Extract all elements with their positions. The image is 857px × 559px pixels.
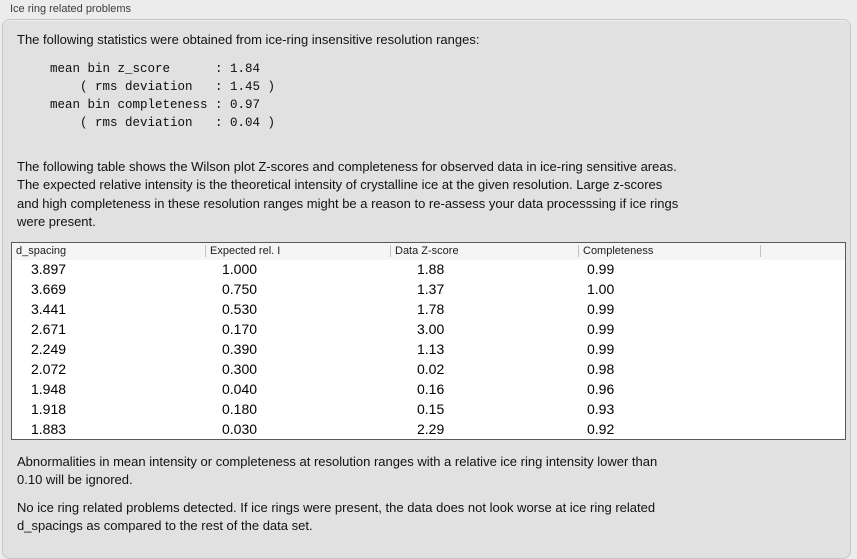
table-description-text: The following table shows the Wilson plo…	[17, 158, 679, 230]
table-cell: 0.180	[222, 400, 258, 417]
table-cell: 3.00	[417, 321, 445, 338]
mean-bin-stats-block: mean bin z_score : 1.84 ( rms deviation …	[50, 61, 276, 130]
table-cell: 0.040	[222, 380, 258, 397]
column-header-completeness[interactable]: Completeness	[578, 245, 760, 257]
table-cell: 0.98	[587, 360, 615, 377]
table-cell: 0.99	[587, 341, 615, 357]
ice-ring-table: d_spacing Expected rel. I Data Z-score C…	[11, 241, 846, 440]
table-row[interactable]: 3.669 0.750 1.37 1.00	[12, 279, 845, 299]
table-cell: 1.88	[417, 261, 445, 278]
ice-ring-panel: The following statistics were obtained f…	[2, 19, 851, 559]
table-cell: 1.918	[31, 400, 67, 417]
table-cell: 0.16	[417, 380, 445, 397]
table-cell: 0.93	[587, 400, 615, 417]
table-row[interactable]: 1.948 0.040 0.16 0.96	[12, 379, 845, 399]
table-cell: 0.99	[587, 321, 615, 338]
table-cell: 0.02	[417, 360, 445, 377]
table-cell: 0.300	[222, 360, 258, 377]
table-row[interactable]: 2.072 0.300 0.02 0.98	[12, 359, 845, 379]
table-cell: 1.00	[587, 281, 615, 298]
table-cell: 2.072	[31, 360, 67, 377]
table-row[interactable]: 3.441 0.530 1.78 0.99	[12, 299, 845, 319]
table-cell: 1.13	[417, 341, 445, 357]
table-cell: 0.92	[587, 420, 615, 437]
table-cell: 0.530	[222, 301, 258, 318]
table-header-row: d_spacing Expected rel. I Data Z-score C…	[12, 242, 845, 260]
table-cell: 1.883	[31, 420, 67, 437]
table-cell: 0.15	[417, 400, 445, 417]
table-cell: 3.669	[31, 281, 67, 298]
table-cell: 2.671	[31, 321, 67, 338]
table-row[interactable]: 1.883 0.030 2.29 0.92	[12, 419, 845, 439]
column-header-d-spacing[interactable]: d_spacing	[16, 245, 67, 257]
column-header-expected-rel-i[interactable]: Expected rel. I	[205, 245, 390, 257]
table-cell: 0.030	[222, 420, 258, 437]
table-row[interactable]: 3.897 1.000 1.88 0.99	[12, 260, 845, 280]
column-header-empty	[760, 245, 845, 257]
table-cell: 1.000	[222, 261, 258, 278]
table-cell: 2.29	[417, 420, 445, 437]
table-cell: 1.37	[417, 281, 445, 298]
table-cell: 0.750	[222, 281, 258, 298]
table-cell: 2.249	[31, 341, 67, 357]
table-cell: 0.170	[222, 321, 258, 338]
table-cell: 0.96	[587, 380, 615, 397]
table-cell: 1.948	[31, 380, 67, 397]
table-cell: 3.897	[31, 261, 67, 278]
table-cell: 1.78	[417, 301, 445, 318]
table-cell: 3.441	[31, 301, 67, 318]
table-cell: 0.99	[587, 261, 615, 278]
ignore-note-text: Abnormalities in mean intensity or compl…	[17, 453, 658, 488]
table-row[interactable]: 2.249 0.390 1.13 0.99	[12, 339, 845, 359]
conclusion-text: No ice ring related problems detected. I…	[17, 499, 656, 534]
intro-text: The following statistics were obtained f…	[17, 32, 480, 47]
groupbox-caption: Ice ring related problems	[10, 3, 132, 15]
table-cell: 0.390	[222, 341, 258, 357]
table-row[interactable]: 2.671 0.170 3.00 0.99	[12, 319, 845, 339]
ice-table-body: 3.897 1.000 1.88 0.99 3.669 0.750 1.37 1.00 3.44…	[12, 259, 845, 439]
table-row[interactable]: 1.918 0.180 0.15 0.93	[12, 399, 845, 419]
column-header-data-z-score[interactable]: Data Z-score	[390, 245, 578, 257]
table-cell: 0.99	[587, 301, 615, 318]
